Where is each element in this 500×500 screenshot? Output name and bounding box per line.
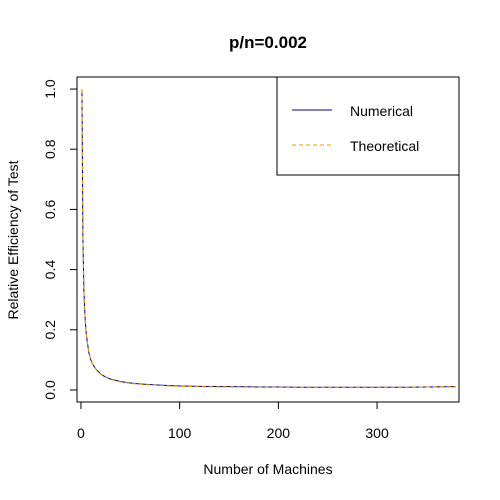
legend-box <box>276 76 460 176</box>
y-tick-label: 0.6 <box>42 199 58 219</box>
series-line-theoretical <box>81 89 457 388</box>
x-axis: 0 100 200 300 <box>77 401 389 441</box>
y-axis: 0.0 0.2 0.4 0.6 0.8 1.0 <box>42 79 78 400</box>
x-tick-label: 0 <box>77 425 85 441</box>
y-axis-label: Relative Efficiency of Test <box>5 160 21 319</box>
y-tick-label: 0.4 <box>42 260 58 280</box>
y-tick-label: 0.2 <box>42 320 58 340</box>
series-layer <box>81 89 457 388</box>
x-axis-label: Number of Machines <box>203 461 332 477</box>
legend-numerical-label: Numerical <box>350 103 413 119</box>
legend-theoretical-label: Theoretical <box>350 138 419 154</box>
chart-title: p/n=0.002 <box>229 33 307 52</box>
y-tick-label: 0.8 <box>42 139 58 159</box>
x-tick-label: 200 <box>267 425 291 441</box>
x-tick-label: 300 <box>365 425 389 441</box>
y-tick-label: 1.0 <box>42 79 58 99</box>
x-tick-label: 100 <box>168 425 192 441</box>
y-tick-label: 0.0 <box>42 380 58 400</box>
legend: Numerical Theoretical <box>276 76 460 176</box>
